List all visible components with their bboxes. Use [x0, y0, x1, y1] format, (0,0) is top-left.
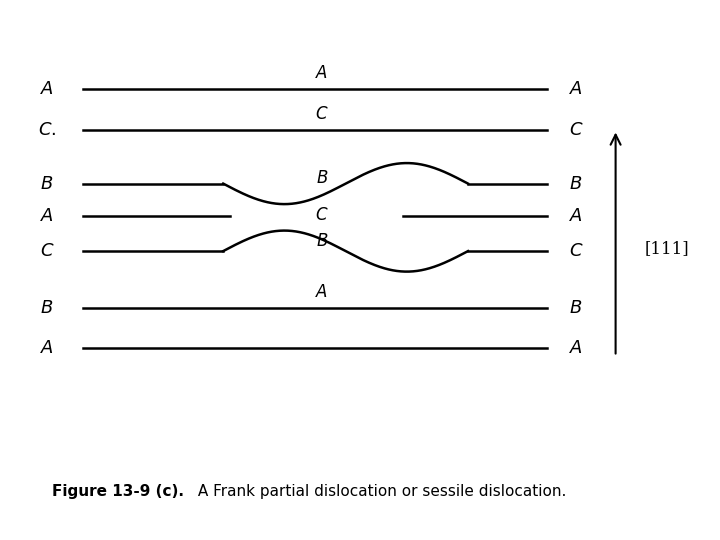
Text: $\it{C}$: $\it{C}$	[569, 242, 583, 260]
Text: $\it{B}$: $\it{B}$	[315, 170, 328, 187]
Text: $\it{C}$: $\it{C}$	[40, 242, 54, 260]
Text: $\it{B}$: $\it{B}$	[315, 233, 328, 250]
Text: [111]: [111]	[644, 240, 689, 257]
Text: A Frank partial dislocation or sessile dislocation.: A Frank partial dislocation or sessile d…	[193, 484, 567, 499]
Text: $\it{A}$: $\it{A}$	[40, 80, 54, 98]
Text: $\it{A}$: $\it{A}$	[569, 207, 583, 225]
Text: $\it{A}$: $\it{A}$	[40, 207, 54, 225]
Text: Figure 13-9 (c).: Figure 13-9 (c).	[52, 484, 184, 499]
Text: $\it{A}$: $\it{A}$	[569, 339, 583, 357]
Text: $\it{B}$: $\it{B}$	[40, 299, 53, 317]
Text: $\it{C}$: $\it{C}$	[315, 106, 328, 123]
Text: $\it{B}$: $\it{B}$	[40, 174, 53, 193]
Text: $\it{C.}$: $\it{C.}$	[37, 120, 56, 139]
Text: $\it{C}$: $\it{C}$	[569, 120, 583, 139]
Text: $\it{A}$: $\it{A}$	[569, 80, 583, 98]
Text: $\it{A}$: $\it{A}$	[40, 339, 54, 357]
Text: $\it{B}$: $\it{B}$	[570, 174, 582, 193]
Text: $\it{A}$: $\it{A}$	[315, 284, 328, 301]
Text: $\it{B}$: $\it{B}$	[570, 299, 582, 317]
Text: $\it{A}$: $\it{A}$	[315, 65, 328, 83]
Text: $\it{C}$: $\it{C}$	[315, 207, 328, 225]
